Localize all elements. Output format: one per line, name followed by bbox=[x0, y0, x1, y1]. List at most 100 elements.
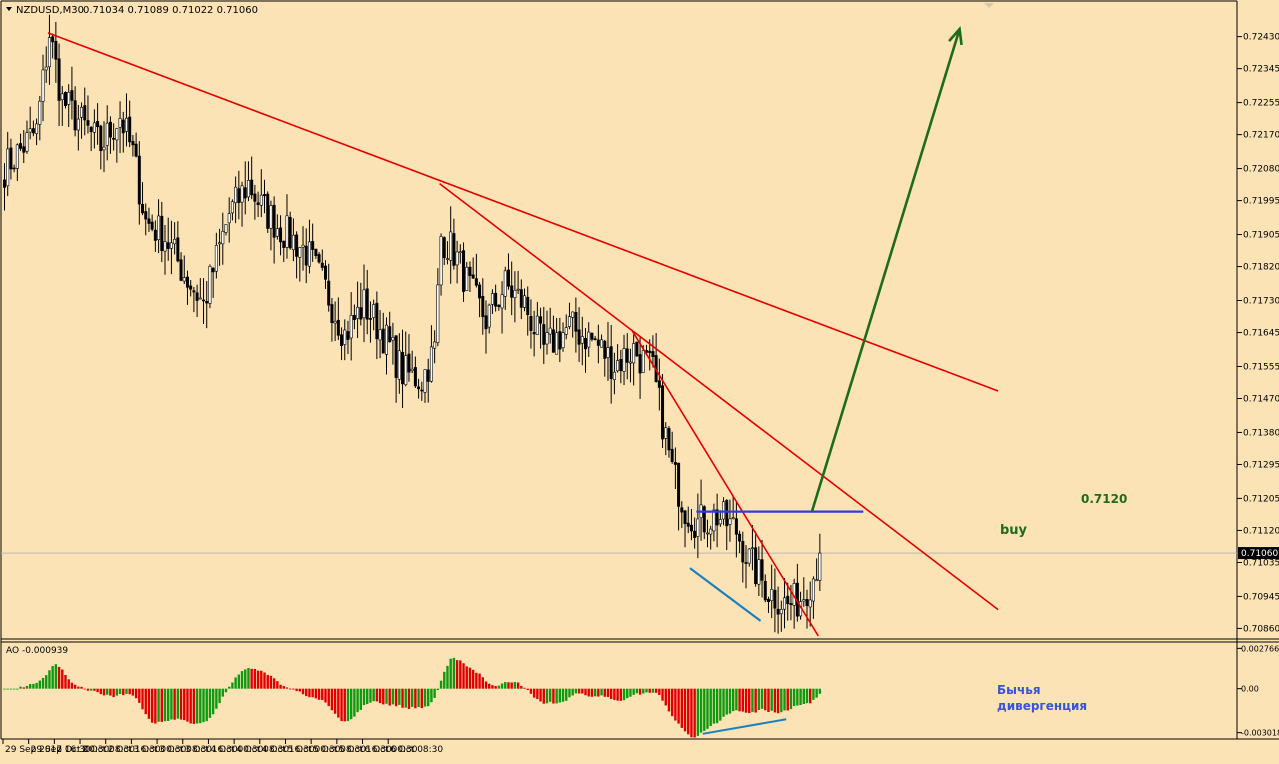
candle-body bbox=[722, 501, 726, 520]
candle-body bbox=[38, 100, 42, 125]
ao-bar bbox=[516, 682, 520, 689]
candle-body bbox=[747, 548, 751, 564]
candle-body bbox=[638, 354, 642, 374]
ao-bar bbox=[571, 688, 574, 696]
ao-bar bbox=[696, 688, 700, 736]
time-tick-label: 3 Oct 00:30 bbox=[133, 745, 186, 755]
candle-body bbox=[529, 316, 533, 332]
ao-bar bbox=[163, 688, 167, 722]
candle-body bbox=[818, 552, 822, 581]
ao-bar bbox=[632, 688, 635, 695]
candle-body bbox=[317, 254, 321, 263]
ao-bar bbox=[738, 688, 741, 712]
candle-body bbox=[179, 259, 183, 281]
ao-bar bbox=[484, 681, 488, 689]
price-tick-label: 0.72430 bbox=[1243, 33, 1279, 43]
ao-bar bbox=[430, 688, 433, 703]
ao-bar bbox=[674, 688, 677, 721]
candle-body bbox=[128, 116, 132, 143]
ao-bar bbox=[786, 688, 789, 711]
ao-bar bbox=[561, 688, 565, 702]
ao-bar bbox=[638, 688, 642, 695]
ao-bar bbox=[240, 671, 244, 689]
candle-body bbox=[705, 532, 709, 535]
ao-bar bbox=[183, 688, 186, 721]
ao-bar bbox=[89, 688, 93, 691]
candle-body bbox=[349, 314, 353, 339]
ao-bar bbox=[211, 688, 215, 715]
candle-body bbox=[481, 295, 485, 318]
candle-body bbox=[593, 338, 597, 341]
ao-bar bbox=[67, 679, 70, 689]
ao-bar bbox=[45, 675, 48, 689]
ohlc-readout: 0.71034 0.71089 0.71022 0.71060 bbox=[83, 5, 258, 16]
ao-bar bbox=[491, 685, 494, 689]
ao-bar bbox=[167, 688, 170, 721]
time-tick-label: 4 Oct 00:30 bbox=[210, 745, 263, 755]
ao-bar bbox=[250, 668, 253, 689]
time-tick-label: 5 Oct 16:30 bbox=[339, 745, 392, 755]
ao-bar bbox=[568, 688, 571, 698]
candle-body bbox=[362, 289, 366, 319]
candle-body bbox=[462, 250, 466, 292]
price-tick-label: 0.72255 bbox=[1243, 99, 1279, 109]
ao-bar bbox=[272, 678, 276, 689]
ao-bar bbox=[735, 688, 738, 711]
ao-bar bbox=[452, 657, 456, 689]
candle-body bbox=[734, 518, 738, 535]
ao-bar bbox=[680, 688, 684, 728]
candle-body bbox=[555, 332, 559, 355]
candle-body bbox=[580, 336, 584, 344]
ao-bar bbox=[809, 688, 812, 704]
candle-body bbox=[346, 331, 350, 340]
time-tick-label: 29 Sep 16:30 bbox=[31, 745, 91, 755]
candle-body bbox=[757, 559, 761, 585]
candle-body bbox=[86, 120, 90, 126]
ao-bar bbox=[622, 688, 626, 701]
candle-body bbox=[404, 355, 408, 386]
candle-body bbox=[558, 331, 562, 350]
price-tick-label: 0.71995 bbox=[1243, 197, 1279, 207]
candle-body bbox=[510, 285, 514, 298]
candle-body bbox=[673, 462, 677, 465]
candle-body bbox=[70, 90, 74, 101]
ao-bar bbox=[661, 688, 664, 701]
candle-body bbox=[776, 608, 780, 615]
candle-body bbox=[670, 448, 674, 462]
ao-bar bbox=[558, 688, 562, 703]
candle-body bbox=[182, 277, 186, 282]
scroll-marker-icon[interactable] bbox=[984, 3, 994, 8]
ao-bar bbox=[427, 688, 430, 707]
candle-body bbox=[22, 146, 26, 153]
candle-body bbox=[584, 337, 588, 350]
ao-bar bbox=[805, 688, 809, 704]
candle-body bbox=[275, 228, 279, 237]
ao-bar bbox=[536, 688, 539, 700]
ao-bar bbox=[555, 688, 558, 704]
ao-bar bbox=[776, 688, 780, 714]
ao-bar bbox=[401, 688, 404, 708]
candle-body bbox=[401, 352, 405, 385]
time-tick-label: 5 Oct 00:30 bbox=[287, 745, 340, 755]
dropdown-triangle-icon[interactable] bbox=[6, 7, 12, 11]
candle-body bbox=[754, 547, 758, 585]
candle-body bbox=[590, 332, 594, 340]
candle-body bbox=[487, 304, 491, 328]
candle-body bbox=[535, 315, 539, 335]
ao-bar bbox=[523, 687, 526, 689]
price-tick-label: 0.71470 bbox=[1243, 395, 1279, 405]
ao-tick-label: 0.002766 bbox=[1241, 644, 1279, 653]
candle-body bbox=[301, 244, 305, 248]
candle-body bbox=[526, 296, 530, 316]
ao-bar bbox=[475, 672, 478, 689]
candle-body bbox=[449, 231, 453, 261]
ao-bar bbox=[539, 688, 542, 702]
ao-bar bbox=[764, 688, 767, 711]
ao-bar bbox=[532, 688, 536, 698]
ao-bar bbox=[545, 688, 549, 704]
candle-body bbox=[609, 346, 613, 379]
candle-body bbox=[783, 597, 787, 610]
ao-bar bbox=[305, 688, 308, 697]
candle-body bbox=[625, 348, 629, 363]
